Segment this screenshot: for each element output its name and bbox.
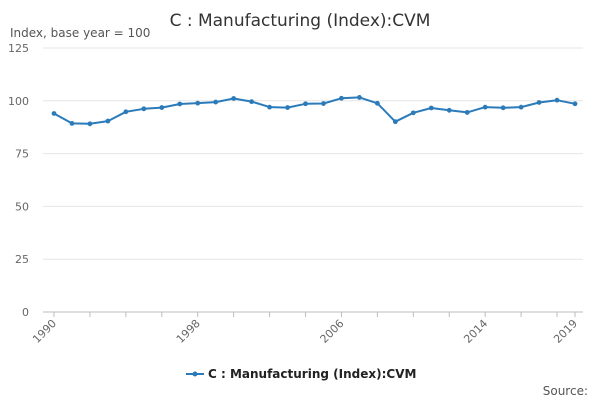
y-tick-label-100: 100 [8,95,29,108]
data-point-2014[interactable] [482,104,488,110]
legend: C : Manufacturing (Index):CVM [186,367,416,381]
data-point-1997[interactable] [177,101,183,107]
series-layer [51,95,578,127]
y-tick-label-125: 125 [8,42,29,55]
y-tick-label-75: 75 [15,148,29,161]
data-point-1996[interactable] [159,105,165,110]
x-tick-label-2019: 2019 [551,317,580,346]
data-point-2019[interactable] [572,101,578,107]
data-point-1995[interactable] [141,106,147,112]
data-point-2003[interactable] [285,105,290,110]
source-label: Source: [543,384,588,398]
legend-label: C : Manufacturing (Index):CVM [208,367,416,381]
chart-title: C : Manufacturing (Index):CVM [170,11,431,31]
data-point-2017[interactable] [536,100,542,105]
data-point-2015[interactable] [500,105,506,111]
y-axis-ticks: 0 25 50 75 100 125 [8,42,29,319]
data-point-2016[interactable] [518,104,524,110]
x-axis: 1990 1998 2006 2014 2019 [30,312,580,346]
data-point-1991[interactable] [69,120,75,126]
data-point-1993[interactable] [105,118,111,124]
data-point-2013[interactable] [464,110,470,115]
grid-lines [43,47,583,313]
data-point-2009[interactable] [392,119,398,125]
data-point-2005[interactable] [321,101,326,106]
legend-swatch-marker [192,371,198,377]
data-point-2001[interactable] [249,99,255,105]
data-point-2000[interactable] [231,96,237,101]
data-point-2007[interactable] [357,95,362,100]
data-point-2012[interactable] [446,107,452,113]
data-point-1999[interactable] [213,99,219,105]
data-point-2004[interactable] [303,101,308,107]
y-axis-label: Index, base year = 100 [10,26,150,40]
data-point-2008[interactable] [374,100,380,106]
data-point-1998[interactable] [195,100,201,106]
y-tick-label-0: 0 [22,306,29,319]
y-tick-label-50: 50 [15,200,29,213]
data-point-2010[interactable] [410,110,416,116]
data-point-1994[interactable] [123,109,129,115]
x-tick-label-2006: 2006 [318,317,347,346]
data-point-2006[interactable] [339,95,344,101]
x-tick-label-1998: 1998 [174,317,203,346]
data-point-2011[interactable] [428,105,434,111]
x-tick-label-2014: 2014 [461,317,490,346]
data-point-2002[interactable] [267,104,272,110]
data-point-2018[interactable] [554,97,560,103]
data-point-1990[interactable] [51,111,57,116]
data-point-1992[interactable] [87,121,93,127]
series-line [53,96,576,125]
y-tick-label-25: 25 [15,253,29,266]
x-tick-label-1990: 1990 [30,317,59,346]
